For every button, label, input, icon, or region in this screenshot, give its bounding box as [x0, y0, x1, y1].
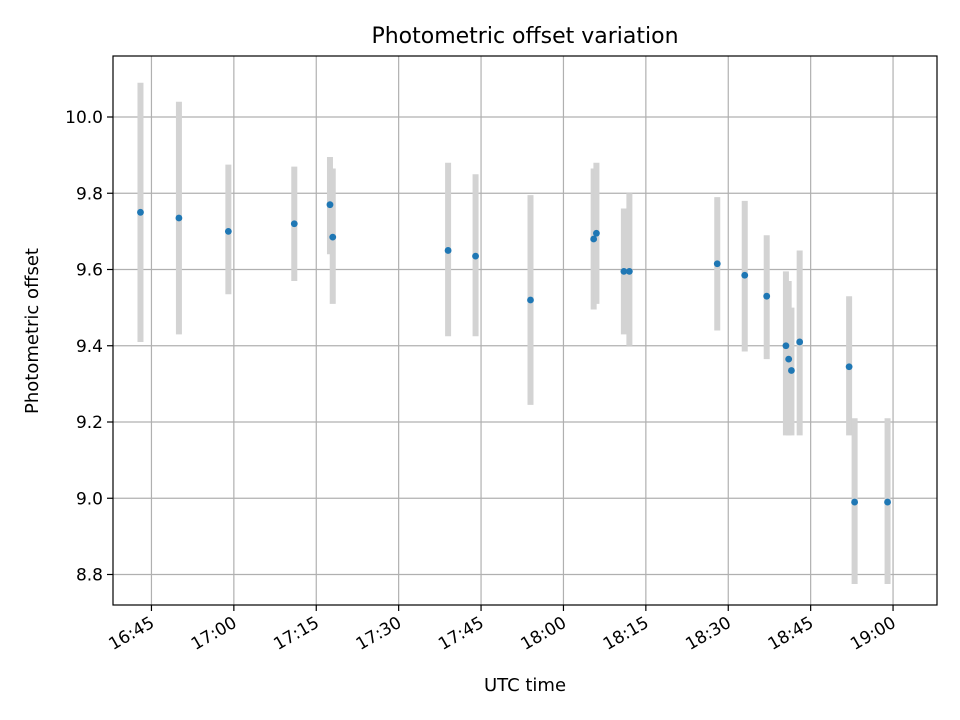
x-tick-label: 17:45 — [435, 613, 487, 655]
data-point — [444, 247, 452, 254]
data-point — [625, 268, 633, 275]
data-point — [175, 214, 183, 222]
data-point — [713, 260, 721, 268]
x-tick-label: 18:00 — [518, 613, 570, 655]
y-tick-label: 9.8 — [76, 184, 103, 204]
x-tick-label: 16:45 — [106, 613, 158, 655]
y-tick-label: 9.2 — [76, 413, 103, 433]
data-point — [851, 498, 858, 506]
data-point — [741, 271, 749, 279]
data-points — [137, 201, 891, 506]
data-point — [620, 268, 628, 275]
y-tick-label: 9.4 — [76, 337, 103, 357]
data-point — [527, 296, 534, 304]
data-point — [290, 220, 298, 228]
x-tick-label: 17:00 — [188, 613, 240, 655]
x-tick-label: 18:15 — [600, 613, 652, 655]
x-axis: 16:45 17:00 17:15 17:30 17:45 18:00 18:15 18:30… — [106, 605, 900, 655]
x-axis-title: UTC time — [484, 675, 566, 696]
error-bars — [137, 82, 891, 585]
x-tick-label: 18:30 — [682, 613, 734, 655]
data-point — [224, 227, 232, 235]
data-point — [472, 252, 479, 260]
chart-title: Photometric offset variation — [371, 24, 678, 49]
y-tick-label: 9.6 — [76, 261, 103, 281]
data-point — [884, 498, 891, 506]
y-tick-label: 8.8 — [76, 566, 103, 586]
x-tick-label: 18:45 — [765, 613, 817, 655]
data-point — [590, 235, 598, 243]
data-point — [763, 292, 771, 300]
data-point — [137, 208, 144, 216]
data-point — [785, 355, 793, 363]
data-point — [593, 229, 600, 237]
data-point — [796, 338, 804, 346]
y-axis-title: Photometric offset — [22, 248, 43, 414]
x-tick-label: 17:30 — [353, 613, 405, 655]
x-tick-label: 19:00 — [847, 613, 899, 655]
data-point — [782, 342, 790, 350]
y-tick-label: 9.0 — [76, 489, 103, 509]
y-axis: 8.8 9.0 9.2 9.4 9.6 9.8 10.0 — [65, 108, 113, 586]
data-point — [845, 363, 853, 371]
data-point — [788, 367, 795, 374]
y-tick-label: 10.0 — [65, 108, 103, 128]
x-tick-label: 17:15 — [270, 613, 322, 655]
plot-frame — [112, 55, 938, 606]
data-point — [329, 233, 337, 241]
data-point — [326, 201, 334, 209]
grid — [113, 56, 937, 605]
